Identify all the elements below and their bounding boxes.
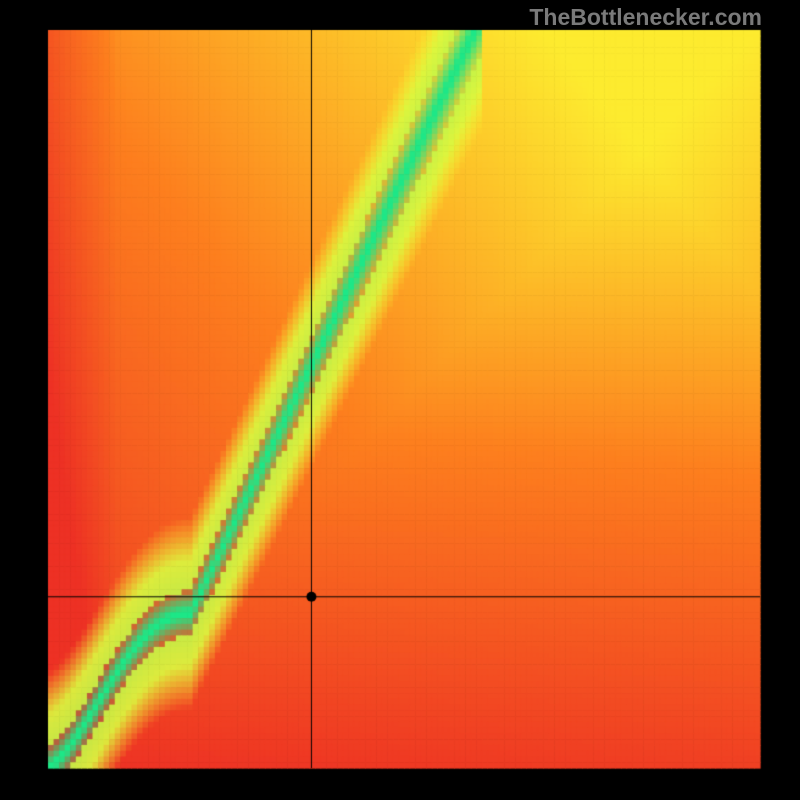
root: TheBottlenecker.com xyxy=(0,0,800,800)
watermark-text: TheBottlenecker.com xyxy=(529,4,762,31)
heatmap-canvas xyxy=(0,0,800,800)
